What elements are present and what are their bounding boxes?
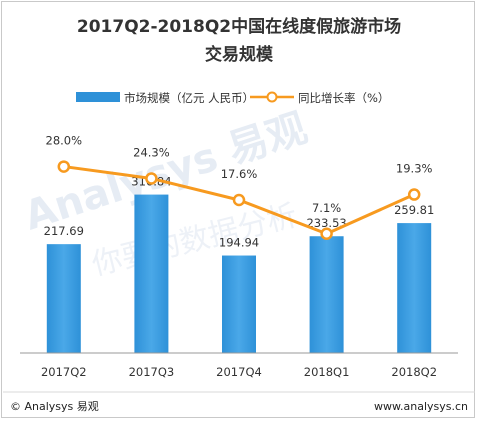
footer-website: www.analysys.cn [374, 400, 468, 413]
bar-series [46, 194, 432, 353]
x-axis-tick-labels: 2017Q2 2017Q3 2017Q4 2018Q1 2018Q2 [41, 365, 437, 379]
footer-copyright: © Analysys 易观 [10, 400, 99, 413]
bar-value-label-2017Q4: 194.94 [219, 236, 259, 250]
x-tick-label-2018Q1: 2018Q1 [304, 365, 350, 379]
growth-rate-label-2018Q1: 7.1% [312, 201, 341, 215]
bar-2017Q3 [134, 194, 169, 353]
x-tick-label-2018Q2: 2018Q2 [391, 365, 437, 379]
legend: 市场规模（亿元 人民币） 同比增长率（%） [76, 91, 389, 105]
bar-2018Q2 [397, 223, 432, 353]
bar-value-label-2018Q1: 233.53 [306, 216, 346, 230]
growth-rate-marker-2017Q4 [232, 193, 246, 207]
growth-rate-marker-2018Q2 [407, 188, 421, 201]
legend-bar-label: 市场规模（亿元 人民币） [124, 91, 254, 105]
growth-rate-marker-2017Q3 [145, 172, 158, 185]
bar-value-label-2017Q2: 217.69 [44, 224, 84, 238]
growth-rate-label-2017Q3: 24.3% [133, 145, 170, 159]
bar-2017Q2 [46, 244, 81, 353]
growth-rate-label-2017Q2: 28.0% [46, 134, 83, 148]
legend-line-marker [266, 91, 278, 103]
chart-title-line1: 2017Q2-2018Q2中国在线度假旅游市场 [77, 16, 401, 37]
growth-rate-label-2017Q4: 17.6% [221, 167, 258, 181]
growth-rate-series [57, 160, 421, 240]
growth-rate-labels: 28.0% 24.3% 17.6% 7.1% 19.3% [46, 134, 433, 215]
legend-bar-swatch [76, 92, 120, 102]
x-tick-label-2017Q3: 2017Q3 [129, 365, 175, 379]
bar-2018Q1 [309, 236, 344, 353]
growth-rate-marker-2018Q1 [320, 227, 333, 240]
legend-line-label: 同比增长率（%） [298, 91, 389, 105]
x-tick-label-2017Q4: 2017Q4 [216, 365, 262, 379]
bar-2017Q4 [222, 255, 256, 353]
growth-rate-marker-2017Q2 [57, 160, 71, 173]
x-tick-label-2017Q2: 2017Q2 [41, 365, 87, 379]
growth-rate-label-2018Q2: 19.3% [396, 162, 433, 176]
bar-value-label-2018Q2: 259.81 [394, 203, 434, 217]
chart-title-line2: 交易规模 [205, 44, 274, 65]
